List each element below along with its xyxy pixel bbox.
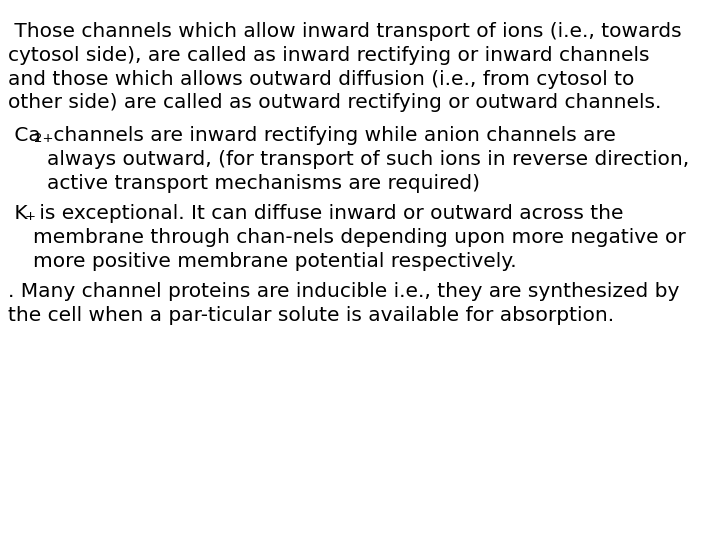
Text: Those channels which allow inward transport of ions (i.e., towards
cytosol side): Those channels which allow inward transp… [8,22,682,112]
Text: is exceptional. It can diffuse inward or outward across the
membrane through cha: is exceptional. It can diffuse inward or… [33,204,685,271]
Text: K: K [8,204,27,223]
Text: channels are inward rectifying while anion channels are
always outward, (for tra: channels are inward rectifying while ani… [47,126,689,193]
Text: 2+: 2+ [34,132,53,145]
Text: Ca: Ca [8,126,41,145]
Text: +: + [25,210,36,223]
Text: . Many channel proteins are inducible i.e., they are synthesized by
the cell whe: . Many channel proteins are inducible i.… [8,282,680,325]
